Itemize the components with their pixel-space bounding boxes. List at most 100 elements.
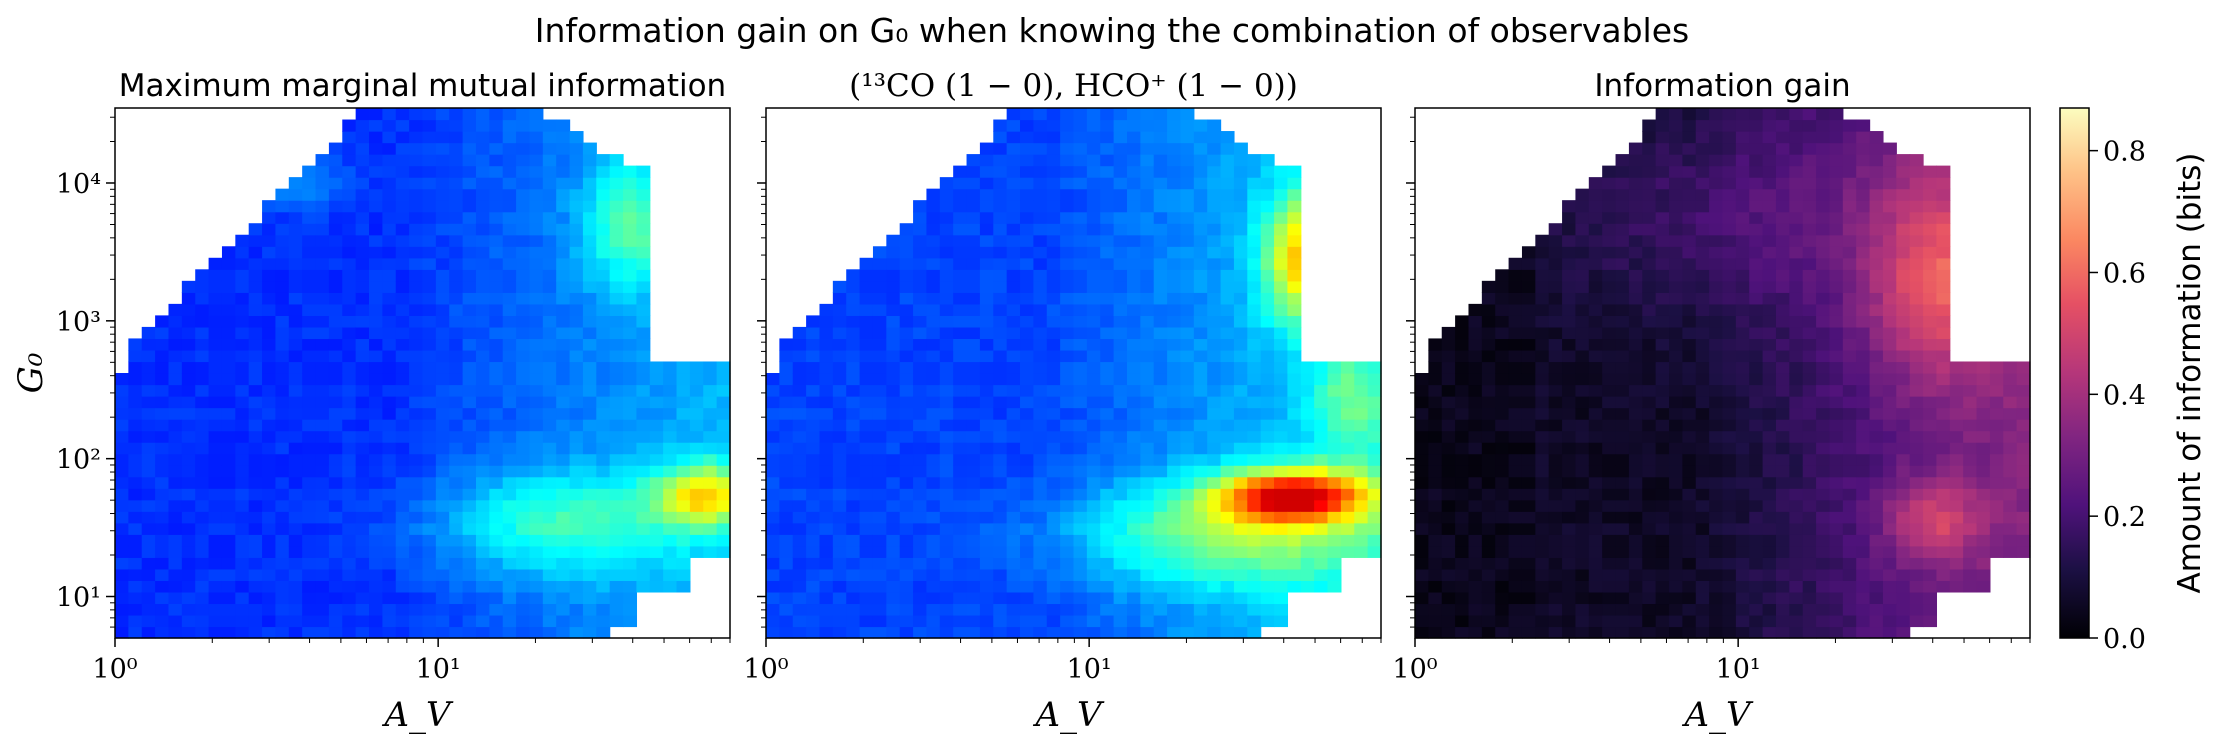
heatmap-cell (1575, 315, 1590, 328)
heatmap-cell (369, 522, 383, 535)
heatmap-cell (832, 591, 847, 605)
heatmap-cell (1455, 603, 1470, 616)
heatmap-cell (1140, 257, 1155, 270)
heatmap-cell (315, 488, 330, 501)
heatmap-cell (939, 211, 954, 224)
heatmap-cell (1789, 396, 1804, 409)
heatmap-cell (449, 315, 464, 328)
heatmap-cell (328, 177, 343, 190)
heatmap-cell (141, 488, 156, 501)
heatmap-cell (529, 326, 544, 340)
heatmap-cell (846, 568, 861, 581)
heatmap-cell (1441, 557, 1456, 570)
heatmap-cell (1789, 165, 1804, 178)
heatmap-cell (355, 234, 370, 247)
heatmap-cell (582, 315, 597, 328)
heatmap-cell (899, 511, 914, 524)
heatmap-cell (422, 257, 437, 270)
heatmap-cell (556, 349, 571, 363)
heatmap-cell (676, 361, 691, 374)
heatmap-cell (1749, 211, 1764, 224)
heatmap-cell (832, 419, 847, 432)
heatmap-cell (926, 442, 941, 455)
heatmap-cell (1167, 200, 1182, 213)
heatmap-cell (1481, 326, 1496, 340)
heatmap-cell (1749, 361, 1764, 374)
heatmap-cell (926, 534, 941, 547)
heatmap-cell (1274, 384, 1289, 397)
heatmap-cell (846, 499, 861, 512)
heatmap-cell (275, 373, 290, 386)
heatmap-cell (235, 373, 250, 386)
heatmap-cell (248, 396, 263, 409)
heatmap-cell (435, 280, 450, 293)
heatmap-cell (832, 384, 847, 397)
heatmap-cell (529, 465, 544, 478)
heatmap-cell (1153, 419, 1168, 432)
heatmap-cell (1481, 338, 1496, 351)
heatmap-cell (1167, 292, 1182, 305)
heatmap-cell (1856, 280, 1871, 293)
heatmap-cell (1100, 108, 1115, 121)
heatmap-cell (609, 488, 624, 501)
heatmap-cell (475, 246, 490, 259)
heatmap-cell (1300, 430, 1315, 443)
heatmap-cell (262, 568, 277, 581)
heatmap-cell (288, 234, 303, 247)
heatmap-cell (1100, 361, 1115, 374)
heatmap-cell (1735, 384, 1750, 397)
heatmap-cell (141, 326, 156, 340)
heatmap-cell (1006, 315, 1021, 328)
heatmap-cell (609, 430, 624, 443)
heatmap-cell (1869, 419, 1884, 432)
heatmap-cell (1468, 407, 1483, 420)
heatmap-cell (355, 476, 370, 489)
heatmap-cell (1481, 396, 1496, 409)
heatmap-cell (872, 614, 887, 628)
heatmap-cell (1735, 373, 1750, 386)
heatmap-cell (1548, 407, 1563, 420)
heatmap-cell (953, 557, 968, 570)
heatmap-cell (636, 442, 651, 455)
heatmap-cell (1722, 280, 1737, 293)
heatmap-cell (382, 131, 397, 144)
heatmap-cell (1153, 292, 1168, 305)
heatmap-cell (1193, 154, 1208, 167)
heatmap-cell (1642, 545, 1657, 558)
heatmap-cell (1287, 188, 1302, 201)
heatmap-cell (1816, 142, 1831, 155)
heatmap-cell (262, 591, 277, 605)
heatmap-cell (1495, 511, 1510, 524)
heatmap-cell (1207, 326, 1222, 340)
heatmap-cell (542, 384, 557, 397)
heatmap-cell (1495, 488, 1510, 501)
heatmap-cell (435, 119, 450, 132)
heatmap-cell (315, 442, 330, 455)
heatmap-cell (1274, 545, 1289, 558)
heatmap-cell (1180, 384, 1195, 397)
heatmap-cell (502, 211, 517, 224)
heatmap-cell (1020, 280, 1034, 293)
heatmap-cell (155, 396, 170, 409)
heatmap-cell (1455, 511, 1470, 524)
heatmap-cell (355, 626, 370, 639)
heatmap-cell (1126, 442, 1141, 455)
heatmap-cell (1247, 396, 1262, 409)
heatmap-cell (1602, 396, 1617, 409)
heatmap-cell (582, 499, 597, 512)
heatmap-cell (1655, 177, 1670, 190)
heatmap-cell (609, 396, 624, 409)
heatmap-cell (208, 384, 223, 397)
heatmap-cell (636, 384, 651, 397)
heatmap-cell (1562, 280, 1577, 293)
heatmap-cell (288, 292, 303, 305)
heatmap-cell (502, 234, 517, 247)
heatmap-cell (1260, 200, 1275, 213)
heatmap-cell (939, 545, 954, 558)
heatmap-cell (1260, 603, 1275, 616)
heatmap-cell (1327, 419, 1342, 432)
heatmap-cell (1046, 338, 1061, 351)
heatmap-cell (128, 338, 143, 351)
heatmap-cell (235, 557, 250, 570)
heatmap-cell (1441, 419, 1456, 432)
